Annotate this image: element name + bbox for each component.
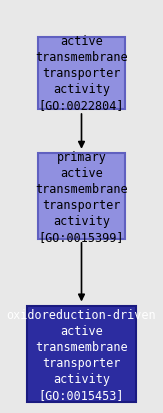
Text: active
transmembrane
transporter
activity
[GO:0022804]: active transmembrane transporter activit…: [35, 35, 128, 112]
FancyBboxPatch shape: [38, 38, 125, 109]
FancyBboxPatch shape: [27, 306, 136, 402]
Text: primary
active
transmembrane
transporter
activity
[GO:0015399]: primary active transmembrane transporter…: [35, 150, 128, 243]
Text: oxidoreduction-driven
active
transmembrane
transporter
activity
[GO:0015453]: oxidoreduction-driven active transmembra…: [7, 308, 156, 401]
FancyBboxPatch shape: [38, 154, 125, 240]
